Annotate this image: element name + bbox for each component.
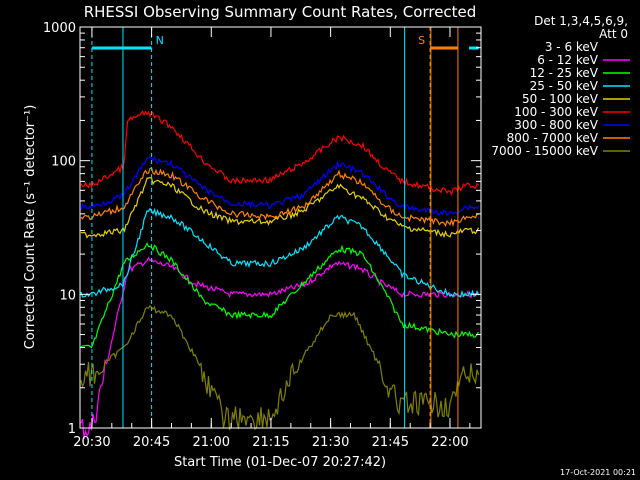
x-axis-label: Start Time (01-Dec-07 20:27:42): [174, 455, 386, 470]
legend-label-1: 6 - 12 keV: [537, 53, 599, 67]
y-tick-label-1: 1: [68, 422, 76, 437]
x-tick-label-22:00: 22:00: [431, 435, 468, 450]
series-line-1: [80, 256, 479, 440]
series-line-2: [80, 242, 479, 349]
legend-label-7: 800 - 7000 keV: [507, 131, 599, 145]
legend-label-2: 12 - 25 keV: [530, 66, 599, 80]
x-tick-label-21:00: 21:00: [193, 435, 230, 450]
series-line-0: [80, 281, 479, 442]
x-tick-label-21:45: 21:45: [372, 435, 409, 450]
x-tick-label-20:30: 20:30: [73, 435, 110, 450]
legend-label-8: 7000 - 15000 keV: [491, 144, 598, 158]
y-axis-label: Corrected Count Rate (s⁻¹ detector⁻¹): [23, 105, 38, 350]
y-tick-label-100: 100: [51, 155, 76, 170]
timestamp: 17-Oct-2021 00:21: [560, 468, 636, 477]
x-axis: 20:30 20:45 21:00 21:15 21:30 21:45 22:00: [73, 27, 471, 450]
x-tick-label-21:15: 21:15: [252, 435, 289, 450]
series-line-5: [80, 110, 479, 197]
legend-label-4: 50 - 100 keV: [522, 92, 599, 106]
plot-frame: [79, 26, 482, 429]
legend-header-line-2: Att 0: [599, 27, 628, 41]
series-line-3: [80, 207, 480, 298]
series-line-6: [80, 155, 479, 217]
legend-label-0: 3 - 6 keV: [545, 40, 599, 54]
y-tick-label-1000: 1000: [43, 21, 76, 36]
series-line-7: [80, 167, 479, 228]
legend-header-line-1: Det 1,3,4,5,6,9,: [534, 14, 628, 28]
series-line-8: [80, 304, 480, 431]
x-tick-label-21:30: 21:30: [312, 435, 349, 450]
y-tick-label-10: 10: [59, 288, 76, 303]
x-tick-label-20:45: 20:45: [133, 435, 170, 450]
annotation-label-0: N: [156, 34, 164, 47]
y-axis: 1 10 100 1000: [43, 21, 481, 437]
chart-title: RHESSI Observing Summary Count Rates, Co…: [84, 3, 477, 21]
legend-label-6: 300 - 800 keV: [514, 118, 598, 132]
annotation-label-1: S: [418, 34, 425, 47]
legend-label-3: 25 - 50 keV: [530, 79, 599, 93]
legend-label-5: 100 - 300 keV: [514, 105, 598, 119]
